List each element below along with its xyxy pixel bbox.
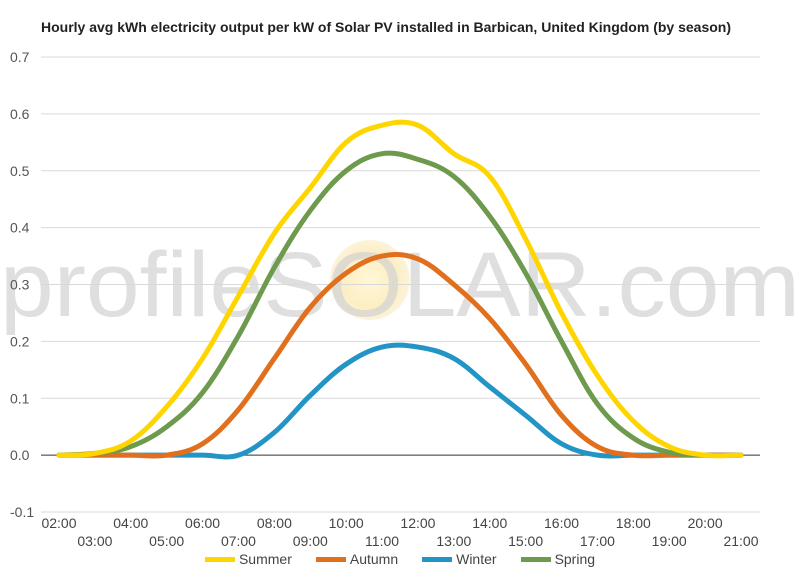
x-tick-label: 04:00 xyxy=(113,515,148,531)
x-tick-label: 14:00 xyxy=(472,515,507,531)
chart-title: Hourly avg kWh electricity output per kW… xyxy=(41,19,731,35)
legend-label: Winter xyxy=(456,551,497,567)
y-tick-label: 0.4 xyxy=(10,220,30,236)
x-tick-label: 03:00 xyxy=(77,533,112,549)
y-tick-label: 0.2 xyxy=(10,333,30,349)
x-tick-label: 15:00 xyxy=(508,533,543,549)
x-tick-label: 12:00 xyxy=(400,515,435,531)
y-axis-ticks: 0.7 0.6 0.5 0.4 0.3 0.2 0.1 0.0 -0.1 xyxy=(10,49,34,520)
x-tick-label: 07:00 xyxy=(221,533,256,549)
x-tick-label: 18:00 xyxy=(616,515,651,531)
series-line-spring xyxy=(56,150,744,458)
x-tick-label: 21:00 xyxy=(723,533,758,549)
y-tick-label: 0.6 xyxy=(10,106,30,122)
legend-item-summer[interactable]: Summer xyxy=(204,551,292,567)
legend-swatch xyxy=(204,556,235,562)
x-tick-label: 19:00 xyxy=(652,533,687,549)
grid xyxy=(41,56,760,513)
legend: Summer Autumn Winter Spring xyxy=(0,549,800,569)
x-axis-ticks: 02:0003:0004:0005:0006:0007:0008:0009:00… xyxy=(41,515,758,549)
legend-label: Autumn xyxy=(349,551,399,567)
legend-item-spring[interactable]: Spring xyxy=(520,551,596,567)
legend-item-winter[interactable]: Winter xyxy=(422,551,497,567)
x-tick-label: 16:00 xyxy=(544,515,579,531)
x-tick-label: 20:00 xyxy=(688,515,723,531)
legend-label: Spring xyxy=(554,551,596,567)
y-tick-label: 0.5 xyxy=(10,163,30,179)
x-tick-label: 02:00 xyxy=(41,515,76,531)
x-tick-label: 06:00 xyxy=(185,515,220,531)
y-tick-label: 0.1 xyxy=(10,390,30,406)
series-line-summer xyxy=(56,119,744,459)
legend-label: Summer xyxy=(238,551,292,567)
series-line-autumn xyxy=(56,251,744,459)
legend-swatch xyxy=(520,556,551,562)
legend-swatch xyxy=(422,556,453,562)
y-tick-label: 0.7 xyxy=(10,49,30,65)
x-tick-label: 17:00 xyxy=(580,533,615,549)
legend-item-autumn[interactable]: Autumn xyxy=(315,551,399,567)
y-tick-label: 0.3 xyxy=(10,277,30,293)
y-tick-label: -0.1 xyxy=(10,504,34,520)
x-tick-label: 10:00 xyxy=(329,515,364,531)
y-tick-label: 0.0 xyxy=(10,447,30,463)
series-lines xyxy=(56,119,744,460)
legend-swatch xyxy=(315,556,346,562)
x-tick-label: 13:00 xyxy=(436,533,471,549)
x-tick-label: 05:00 xyxy=(149,533,184,549)
x-tick-label: 09:00 xyxy=(293,533,328,549)
x-tick-label: 08:00 xyxy=(257,515,292,531)
x-tick-label: 11:00 xyxy=(365,533,399,549)
